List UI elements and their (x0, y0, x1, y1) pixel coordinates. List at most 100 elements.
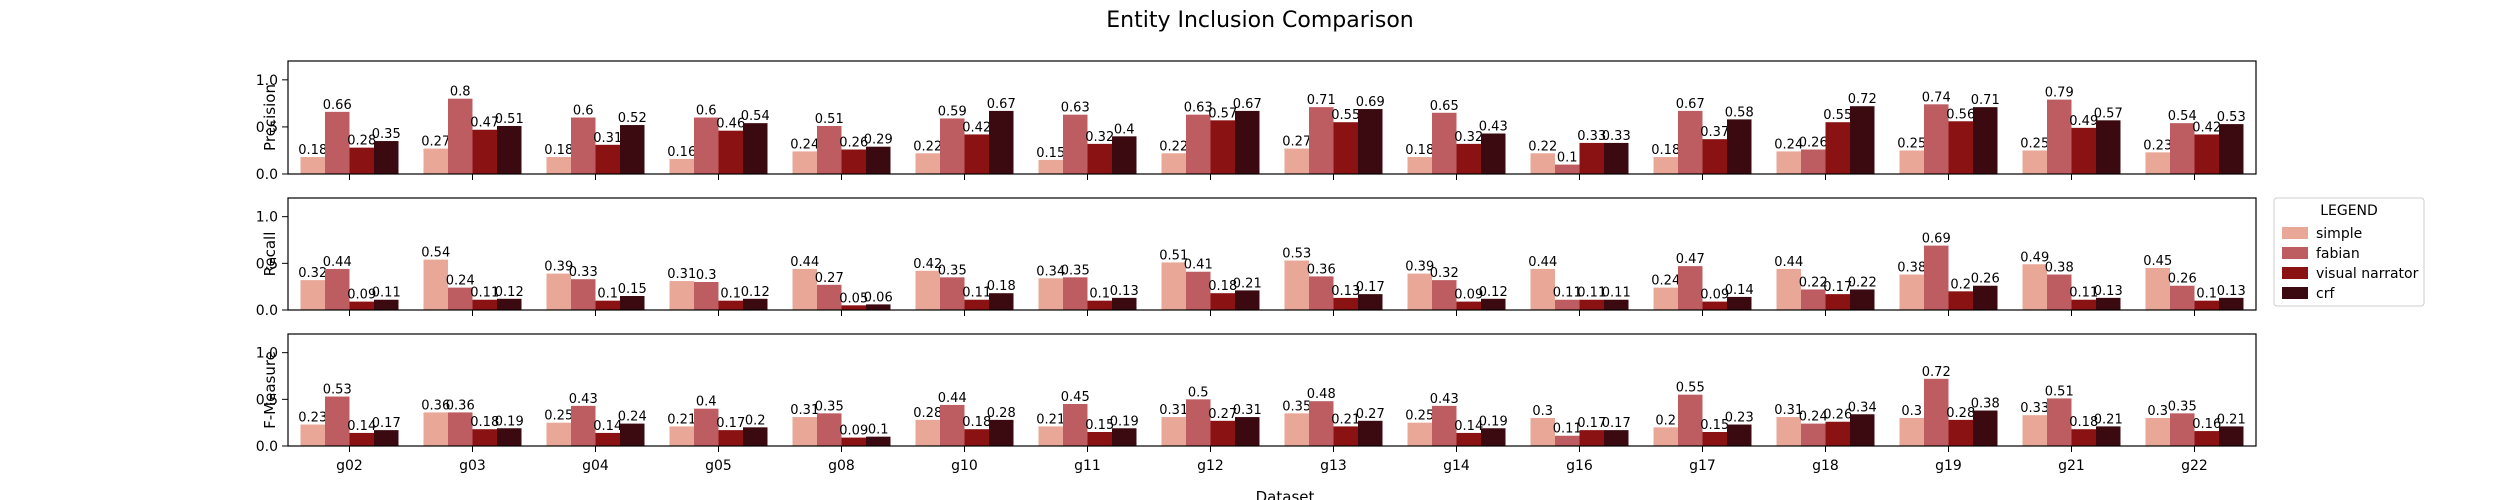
bar (349, 147, 374, 174)
bar (866, 146, 891, 174)
bar (1948, 291, 1973, 310)
bar-value-label: 0.44 (323, 255, 352, 270)
bar (472, 429, 497, 446)
bar (1776, 151, 1801, 174)
bar-value-label: 0.42 (2192, 120, 2221, 135)
bar (1358, 420, 1383, 446)
bar-value-label: 0.22 (1159, 139, 1188, 154)
bar-value-label: 0.22 (1848, 275, 1877, 290)
bar (1530, 153, 1555, 174)
bar (1309, 107, 1334, 174)
bar (866, 436, 891, 446)
bar (1530, 268, 1555, 310)
bar (841, 305, 866, 310)
legend-entry-label: fabian (2316, 246, 2360, 262)
bar (497, 428, 522, 446)
legend-frame (2273, 197, 2425, 307)
bar (423, 412, 448, 446)
bar-value-label: 0.46 (716, 117, 745, 132)
bar (915, 153, 940, 174)
bar-value-label: 0.23 (298, 411, 327, 426)
bar (1210, 120, 1235, 174)
bar (1924, 245, 1949, 310)
bar-value-label: 0.22 (1799, 275, 1828, 290)
bar (1801, 289, 1826, 310)
x-tick-label: g03 (459, 458, 486, 474)
bar (374, 299, 399, 310)
bar (743, 298, 768, 310)
bar (1087, 432, 1112, 446)
bar (1899, 418, 1924, 446)
bar (1702, 301, 1727, 310)
bar (915, 270, 940, 310)
bar-value-label: 0.31 (1233, 403, 1262, 418)
bar (2022, 264, 2047, 310)
bar (1924, 378, 1949, 446)
bar-value-label: 0.29 (864, 133, 893, 148)
bar-value-label: 0.18 (962, 415, 991, 430)
bar (1653, 287, 1678, 310)
bar (2145, 268, 2170, 310)
bar-value-label: 0.6 (573, 104, 594, 119)
bar-value-label: 0.14 (347, 419, 376, 434)
x-tick-label: g16 (1566, 458, 1593, 474)
bar-value-label: 0.43 (1430, 392, 1459, 407)
x-tick-label: g11 (1074, 458, 1101, 474)
bar (2096, 426, 2121, 446)
bar (2170, 123, 2195, 174)
bar-value-label: 0.11 (1577, 286, 1606, 301)
bar-value-label: 0.15 (618, 282, 647, 297)
x-tick-label: g18 (1812, 458, 1839, 474)
bar (374, 141, 399, 174)
x-tick-label: g08 (828, 458, 855, 474)
y-axis-label: Precision (261, 84, 279, 151)
bar (669, 426, 694, 446)
bar (694, 117, 719, 174)
bar-value-label: 0.2 (1655, 413, 1676, 428)
panel-frame (287, 60, 2257, 175)
bar-value-label: 0.72 (1922, 365, 1951, 380)
panel-f-measure: 0.230.360.25 0.210.31 0.28 0.210.31 0.350.25… (256, 333, 2257, 474)
bar (571, 117, 596, 174)
bar (866, 304, 891, 310)
bar (989, 293, 1014, 310)
bar (817, 413, 842, 446)
legend-swatch (2282, 227, 2308, 239)
bar-value-label: 0.1 (1557, 151, 1578, 166)
bar-value-label: 0.24 (1651, 274, 1680, 289)
bar (1112, 297, 1137, 310)
bar-value-label: 0.35 (938, 263, 967, 278)
bar-value-label: 0.3 (696, 268, 717, 283)
bar-value-label: 0.51 (2045, 384, 2074, 399)
legend-entry-label: visual narrator (2316, 266, 2419, 282)
bar-value-label: 0.37 (1700, 125, 1729, 140)
bar-value-label: 0.17 (1356, 280, 1385, 295)
panel-frame (287, 197, 2257, 311)
bar-value-label: 0.69 (1922, 232, 1951, 247)
bar-value-label: 0.18 (1651, 143, 1680, 158)
bar-value-label: 0.13 (2094, 284, 2123, 299)
panel-recall: 0.32 0.54 0.39 0.31 0.44 0.42 0.34 0.51 0.53 0.39… (256, 197, 2257, 319)
bar-value-label: 0.42 (913, 257, 942, 272)
y-tick-label: 0.5 (256, 392, 278, 408)
bar-value-label: 0.44 (1528, 255, 1557, 270)
bar-value-label: 0.43 (1479, 120, 1508, 135)
bar-value-label: 0.12 (495, 285, 524, 300)
bar (1432, 280, 1457, 310)
bar-value-label: 0.18 (544, 143, 573, 158)
bar-value-label: 0.55 (1676, 381, 1705, 396)
bar-value-label: 0.44 (938, 391, 967, 406)
bar-value-label: 0.33 (1602, 129, 1631, 144)
bar (571, 405, 596, 446)
bar-value-label: 0.19 (1110, 414, 1139, 429)
bar-value-label: 0.74 (1922, 90, 1951, 105)
bar (1284, 413, 1309, 446)
bar (620, 296, 645, 310)
bar-value-label: 0.05 (839, 291, 868, 306)
bar-value-label: 0.49 (2069, 114, 2098, 129)
bar-value-label: 0.71 (1971, 93, 2000, 108)
bar-value-label: 0.11 (962, 286, 991, 301)
bar-value-label: 0.35 (1282, 399, 1311, 414)
bar (1604, 430, 1629, 446)
